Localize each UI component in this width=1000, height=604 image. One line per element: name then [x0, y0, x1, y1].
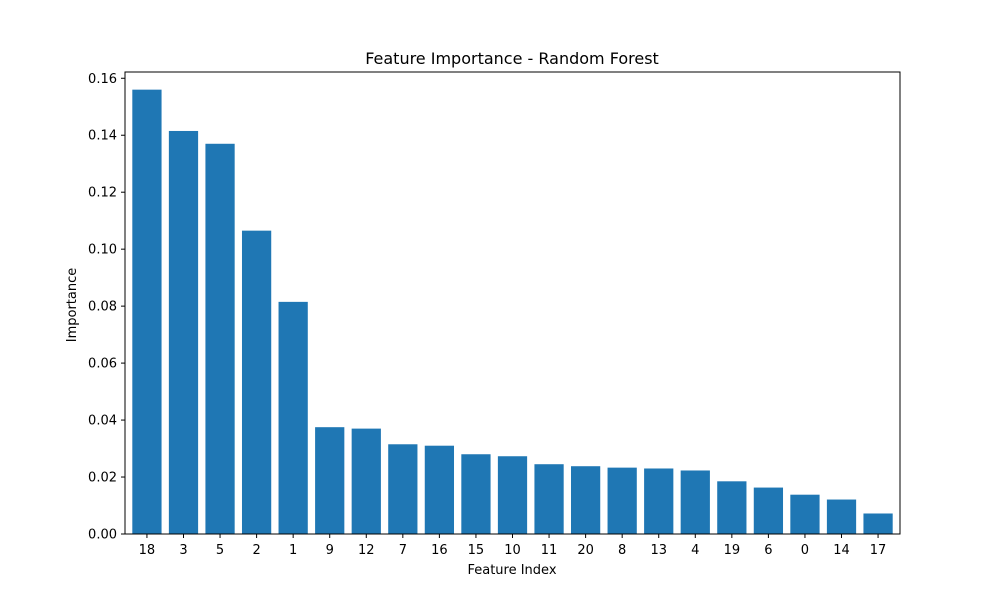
x-tick-label: 17	[870, 543, 887, 558]
bar-feature-17	[863, 513, 893, 534]
bar-feature-11	[534, 464, 564, 534]
x-tick-label: 2	[252, 543, 260, 558]
bar-feature-19	[717, 481, 747, 534]
y-axis-label: Importance	[65, 268, 80, 343]
x-tick-label: 11	[541, 543, 558, 558]
x-tick-label: 12	[358, 543, 375, 558]
bar-feature-9	[315, 427, 345, 534]
bar-feature-2	[241, 230, 272, 534]
x-tick-label: 20	[577, 543, 594, 558]
x-tick-label: 9	[326, 543, 334, 558]
plot-frame	[124, 71, 901, 535]
bar-feature-5	[205, 143, 235, 534]
x-tick-label: 1	[289, 543, 297, 558]
bar-feature-20	[570, 466, 601, 534]
x-tick-label: 6	[764, 543, 772, 558]
y-tick-label: 0.08	[88, 300, 117, 315]
bar-feature-7	[388, 444, 418, 534]
chart-title: Feature Importance - Random Forest	[365, 49, 659, 68]
x-tick-label: 10	[504, 543, 521, 558]
bar-feature-14	[826, 499, 857, 534]
bar-feature-16	[424, 445, 455, 534]
y-tick-label: 0.10	[88, 243, 117, 258]
x-tick-label: 0	[801, 543, 809, 558]
x-tick-label: 5	[216, 543, 224, 558]
bar-feature-13	[644, 468, 674, 534]
bar-feature-6	[753, 487, 784, 534]
bars-layer	[132, 89, 893, 535]
bar-feature-0	[790, 494, 820, 534]
y-tick-label: 0.06	[88, 357, 117, 372]
bar-feature-18	[132, 89, 162, 535]
bar-feature-4	[680, 470, 710, 534]
x-ticks-layer: 18 3 5 2 1 9 12 7 16 15 10 11 20 8 13 4 19 6 0 14 17	[139, 534, 887, 558]
y-tick-label: 0.12	[88, 186, 117, 201]
bar-feature-15	[461, 454, 491, 534]
bar-feature-8	[607, 467, 637, 534]
y-tick-label: 0.04	[88, 414, 117, 429]
y-tick-label: 0.14	[88, 129, 117, 144]
x-tick-label: 13	[650, 543, 667, 558]
y-tick-label: 0.00	[88, 528, 117, 543]
x-tick-label: 4	[691, 543, 699, 558]
x-tick-label: 18	[139, 543, 156, 558]
x-tick-label: 8	[618, 543, 626, 558]
bar-feature-12	[351, 428, 381, 534]
y-ticks-layer: 0.00 0.02 0.04 0.06 0.08 0.10 0.12 0.14 0.16	[88, 72, 125, 543]
x-tick-label: 3	[179, 543, 187, 558]
bar-feature-3	[168, 130, 199, 534]
x-tick-label: 15	[468, 543, 485, 558]
x-tick-label: 16	[431, 543, 448, 558]
x-axis-label: Feature Index	[467, 563, 556, 578]
x-tick-label: 14	[833, 543, 850, 558]
y-tick-label: 0.02	[88, 471, 117, 486]
bar-feature-1	[278, 301, 308, 534]
x-tick-label: 19	[724, 543, 741, 558]
x-tick-label: 7	[399, 543, 407, 558]
bar-feature-10	[497, 456, 528, 534]
y-tick-label: 0.16	[88, 72, 117, 87]
